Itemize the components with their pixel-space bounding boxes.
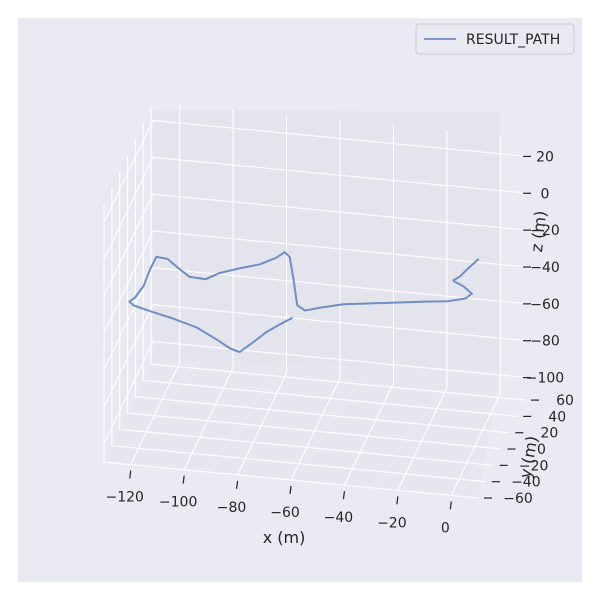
z-tick-label-6: 20: [536, 149, 554, 165]
x-grid-floor-5: [397, 388, 448, 491]
z-axis: −100 −80 −60 −40 −20 0 20: [523, 149, 564, 387]
z-tick-label-0: −100: [526, 371, 564, 387]
y-grid-floor-6: [150, 363, 526, 401]
z-tick-label-2: −60: [530, 297, 560, 313]
z-grid-left-0: [103, 341, 154, 444]
x-axis-label: x (m): [263, 528, 306, 547]
z-tick-label-5: 0: [541, 186, 550, 202]
legend-box: [415, 23, 575, 55]
x-tick-mark-6: [449, 501, 452, 510]
x-tick-mark-0: [129, 470, 132, 479]
y-tick-label-0: −60: [503, 491, 533, 507]
y-tick-label-5: 40: [548, 409, 566, 425]
z-grid-left-5: [103, 157, 154, 260]
z-tick-label-1: −80: [530, 334, 560, 350]
y-tick-label-6: 60: [556, 393, 574, 409]
legend: RESULT_PATH: [415, 23, 575, 55]
z-grid-back-1: [152, 304, 528, 342]
z-grid-back-4: [152, 193, 528, 231]
y-tick-label-2: −20: [519, 458, 549, 474]
x-tick-mark-2: [235, 480, 239, 489]
back-pane: [153, 110, 500, 370]
y-grid-floor-3: [127, 412, 502, 450]
z-grid-back-6: [152, 119, 528, 157]
y-tick-label-4: 20: [540, 426, 558, 442]
y-tick-label-3: 0: [537, 442, 546, 458]
y-grid-floor-4: [135, 396, 510, 434]
x-tick-label-5: −20: [377, 515, 407, 531]
x-tick-mark-3: [289, 485, 292, 495]
z-grid-back-5: [152, 156, 528, 194]
z-grid-left-6: [103, 120, 154, 223]
x-tick-label-6: 0: [441, 520, 450, 536]
y-grid-floor-0: [103, 461, 479, 499]
x-tick-label-1: −100: [159, 495, 197, 511]
x-grid-floor-0: [130, 362, 181, 465]
z-grid-left-3: [103, 230, 154, 334]
x-tick-mark-4: [342, 491, 346, 500]
x-tick-label-0: −120: [105, 490, 143, 506]
x-grid-floor-4: [343, 382, 394, 486]
x-tick-label-4: −40: [324, 510, 354, 526]
x-grid-floor-1: [183, 367, 234, 470]
series-layer: [128, 251, 480, 353]
z-grid-back-0: [152, 341, 528, 379]
y-tick-label-1: −40: [511, 475, 541, 491]
y-grid-floor-1: [111, 445, 486, 483]
x-grid-floor-6: [450, 393, 501, 496]
legend-label: RESULT_PATH: [466, 32, 560, 48]
z-grid-left-1: [103, 304, 154, 407]
x-grid-floor-2: [237, 372, 288, 476]
z-axis-label: z (m): [527, 210, 550, 253]
x-axis: −120 −100 −80 −60 −40 −20 0: [105, 470, 452, 536]
z-grid-left-4: [103, 193, 154, 297]
z-tick-label-3: −40: [530, 260, 560, 276]
x-grid-floor-3: [290, 377, 341, 481]
y-grid-floor-2: [119, 428, 494, 466]
z-grid-back-3: [152, 230, 528, 268]
x-tick-label-2: −80: [217, 500, 247, 516]
left-pane: [96, 110, 153, 462]
floor-pane: [104, 360, 500, 498]
x-tick-mark-5: [396, 496, 399, 505]
y-grid-floor-5: [143, 379, 518, 417]
x-tick-mark-1: [182, 475, 185, 484]
x-tick-label-3: −60: [270, 505, 300, 521]
z-tick-label-4: −20: [530, 223, 560, 239]
series-line-0: [128, 251, 480, 353]
